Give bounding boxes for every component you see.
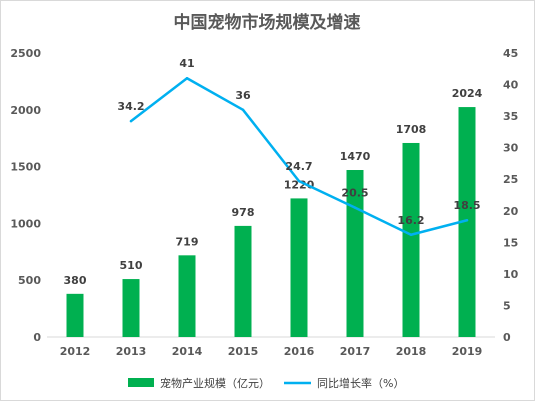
bar (234, 225, 252, 337)
bar (66, 293, 84, 337)
y-left-tick-label: 1000 (10, 217, 41, 230)
bar (122, 279, 140, 337)
legend-label-bar: 宠物产业规模（亿元） (160, 376, 270, 390)
y-left-tick-label: 500 (18, 274, 41, 287)
bar (178, 255, 196, 337)
x-tick-label: 2017 (340, 345, 371, 358)
bar (402, 142, 420, 337)
line-point (353, 206, 357, 209)
bar-value-label: 1220 (284, 178, 315, 191)
bar-value-label: 510 (120, 259, 143, 272)
y-right-tick-label: 40 (503, 79, 519, 92)
legend-swatch-bar (128, 378, 154, 387)
bar-value-label: 1470 (340, 150, 371, 163)
y-left-tick-label: 0 (33, 331, 41, 344)
line-point (297, 179, 301, 183)
line-value-label: 20.5 (341, 187, 368, 200)
y-left-tick-label: 1500 (10, 161, 41, 174)
bar-value-label: 380 (64, 274, 87, 287)
x-tick-label: 2018 (396, 345, 427, 358)
x-tick-label: 2019 (452, 345, 483, 358)
bar-value-label: 2024 (452, 87, 483, 100)
y-right-tick-label: 45 (503, 47, 518, 60)
bar (458, 107, 476, 337)
x-tick-label: 2013 (116, 345, 147, 358)
bar-value-label: 719 (176, 235, 199, 248)
line-point (241, 108, 245, 112)
line-value-label: 24.7 (285, 160, 312, 173)
line-point (409, 233, 413, 236)
x-tick-label: 2016 (284, 345, 315, 358)
line-value-label: 36 (235, 89, 251, 102)
plot-area: 0500100015002000250005101520253035404520… (10, 47, 518, 358)
y-right-tick-label: 20 (503, 205, 519, 218)
line-value-label: 16.2 (397, 214, 424, 227)
x-tick-label: 2014 (172, 345, 203, 358)
y-right-tick-label: 15 (503, 236, 518, 249)
line-value-label: 34.2 (117, 100, 144, 113)
line-value-label: 18.5 (453, 199, 480, 212)
y-left-tick-label: 2500 (10, 47, 41, 60)
x-tick-label: 2012 (60, 345, 91, 358)
bar-value-label: 978 (232, 206, 255, 219)
bar (290, 198, 308, 337)
line-point (185, 77, 189, 80)
y-right-tick-label: 25 (503, 173, 518, 186)
y-right-tick-label: 5 (503, 299, 511, 312)
y-right-tick-label: 0 (503, 331, 511, 344)
chart-title: 中国宠物市场规模及增速 (174, 12, 361, 33)
y-right-tick-label: 30 (503, 142, 519, 155)
y-right-tick-label: 10 (503, 268, 519, 281)
legend: 宠物产业规模（亿元） 同比增长率（%） (128, 376, 404, 390)
line-value-label: 41 (179, 57, 194, 70)
x-tick-label: 2015 (228, 345, 259, 358)
bar-value-label: 1708 (396, 123, 427, 136)
y-left-tick-label: 2000 (10, 104, 41, 117)
legend-label-line: 同比增长率（%） (317, 376, 404, 390)
bar (346, 170, 364, 337)
line-point (465, 219, 469, 222)
line-point (129, 119, 133, 123)
y-right-tick-label: 35 (503, 110, 518, 123)
